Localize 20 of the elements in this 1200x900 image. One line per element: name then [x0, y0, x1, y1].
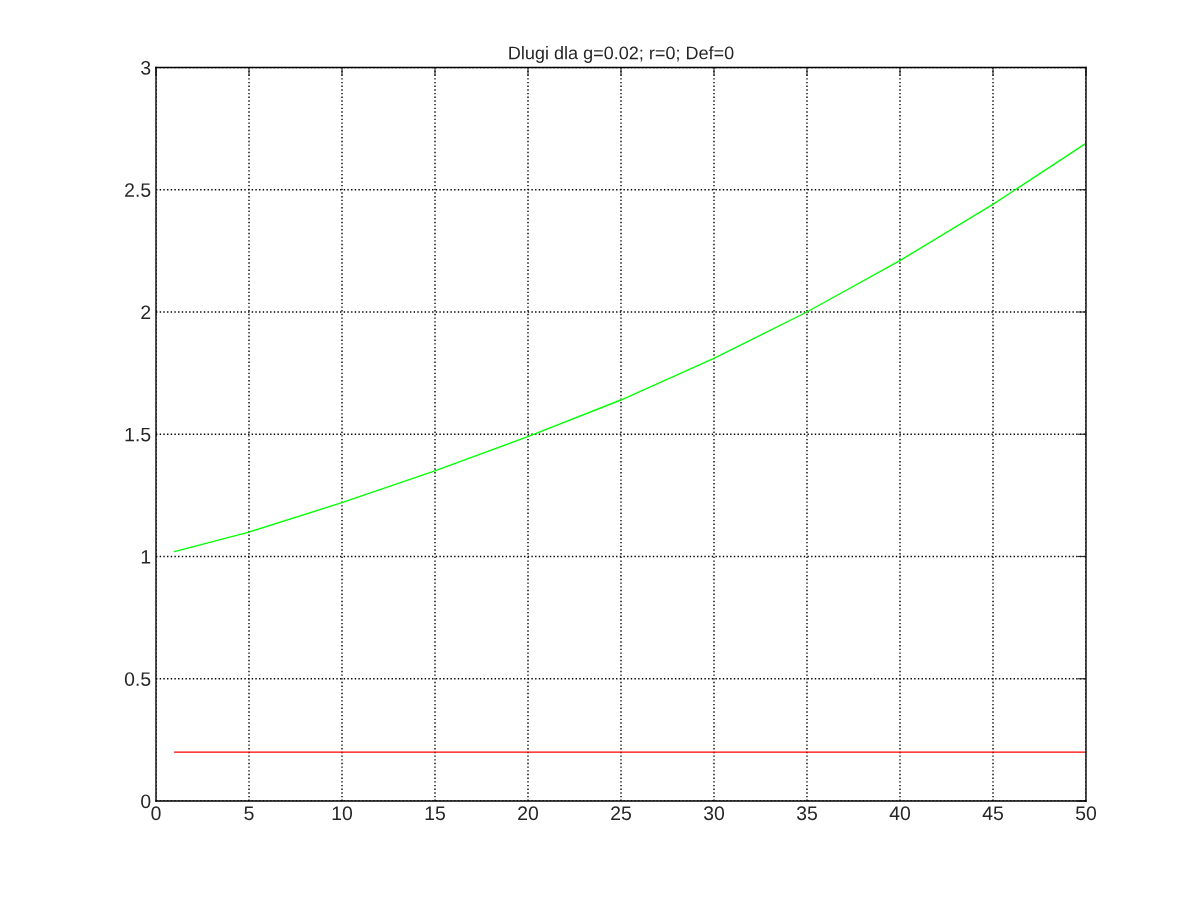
chart-title: Dlugi dla g=0.02; r=0; Def=0 [509, 46, 734, 63]
x-tick-label: 15 [425, 806, 445, 821]
x-tick-label: 35 [796, 806, 817, 821]
y-tick-label: 0.5 [124, 672, 151, 686]
x-tick-label: 40 [889, 806, 911, 821]
x-tick-label: 30 [703, 806, 725, 821]
y-tick-label: 0 [141, 794, 151, 809]
x-tick-label: 5 [244, 806, 254, 821]
x-tick-label: 25 [611, 806, 631, 821]
x-tick-label: 45 [982, 806, 1003, 821]
x-tick-label: 50 [1075, 806, 1097, 821]
x-tick-label: 20 [518, 806, 539, 821]
x-tick-label: 10 [332, 806, 353, 821]
line-series [173, 142, 1086, 553]
x-tick-label: 0 [151, 806, 161, 821]
y-tick-label: 2 [141, 305, 151, 320]
y-tick-label: 3 [141, 60, 151, 75]
y-tick-label: 2.5 [125, 183, 151, 197]
y-tick-label: 1.5 [125, 427, 151, 442]
y-tick-label: 1 [141, 550, 151, 564]
